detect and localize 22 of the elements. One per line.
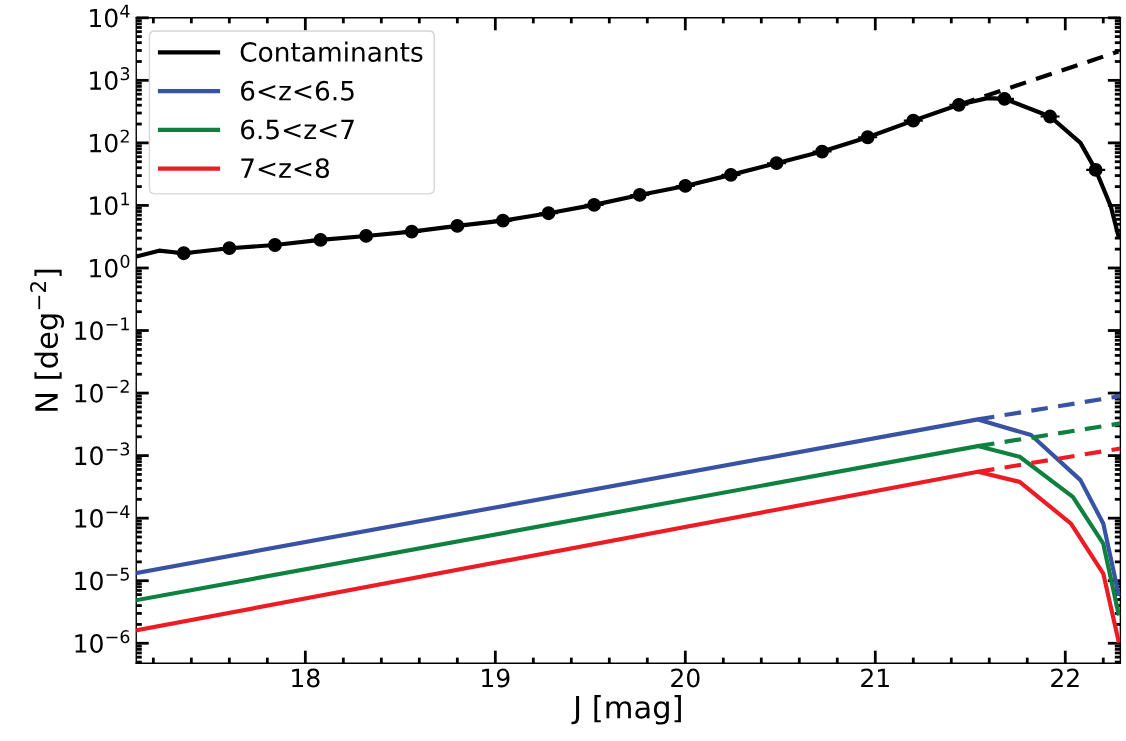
y-tick-label: 10$^{−5}$ xyxy=(75,567,129,591)
y-tick-label: 10$^{1}$ xyxy=(90,192,129,216)
y-tick-label: 10$^{0}$ xyxy=(90,254,130,278)
x-tick-label: 20 xyxy=(671,668,700,688)
legend-label: 6.5<z<7 xyxy=(241,119,354,140)
x-tick-label: 18 xyxy=(292,668,320,688)
y-axis-title: N [deg$^{−2}$] xyxy=(30,269,65,411)
x-tick-label: 22 xyxy=(1051,668,1079,688)
y-tick-label: 10$^{−6}$ xyxy=(75,630,130,653)
y-tick-label: 10$^{4}$ xyxy=(90,4,130,28)
x-axis-title: J [mag] xyxy=(571,695,681,725)
y-tick-label: 10$^{−4}$ xyxy=(75,505,130,528)
y-tick-label: 10$^{−2}$ xyxy=(75,379,129,403)
legend-label: 6<z<6.5 xyxy=(241,80,354,101)
x-tick-label: 21 xyxy=(861,668,889,688)
y-tick-label: 10$^{−3}$ xyxy=(75,442,130,466)
y-tick-label: 10$^{3}$ xyxy=(90,67,130,90)
legend-label: Contaminants xyxy=(240,41,423,62)
legend-label: 7<z<8 xyxy=(241,158,330,179)
y-tick-label: 10$^{2}$ xyxy=(90,129,129,153)
y-tick-label: 10$^{−1}$ xyxy=(75,317,129,341)
x-tick-label: 19 xyxy=(482,668,510,688)
